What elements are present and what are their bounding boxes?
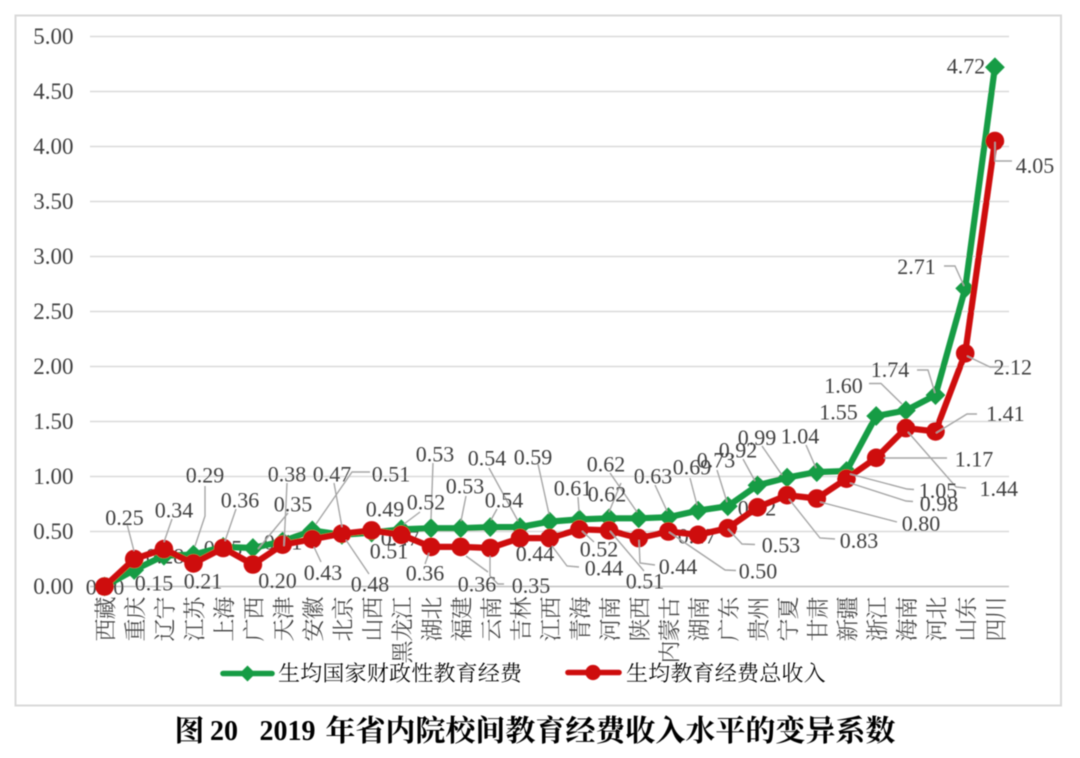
svg-text:0.52: 0.52 bbox=[580, 536, 619, 561]
svg-text:0.54: 0.54 bbox=[468, 445, 507, 470]
svg-text:2.50: 2.50 bbox=[33, 299, 73, 324]
svg-text:0.36: 0.36 bbox=[221, 487, 260, 512]
svg-text:3.50: 3.50 bbox=[33, 189, 73, 214]
svg-text:0.62: 0.62 bbox=[588, 481, 627, 506]
svg-text:2.71: 2.71 bbox=[897, 254, 936, 279]
svg-text:1.50: 1.50 bbox=[33, 409, 73, 434]
svg-text:0.51: 0.51 bbox=[626, 568, 665, 593]
svg-text:1.60: 1.60 bbox=[824, 373, 863, 398]
svg-text:2019: 2019 bbox=[260, 716, 316, 747]
svg-text:1.55: 1.55 bbox=[819, 399, 858, 424]
svg-text:0.50: 0.50 bbox=[33, 519, 73, 544]
svg-text:0.21: 0.21 bbox=[184, 568, 223, 593]
svg-text:20: 20 bbox=[210, 716, 238, 747]
svg-text:0.36: 0.36 bbox=[458, 571, 497, 596]
svg-text:0.35: 0.35 bbox=[274, 491, 313, 516]
svg-text:0.43: 0.43 bbox=[304, 560, 343, 585]
svg-text:0.51: 0.51 bbox=[372, 461, 411, 486]
svg-text:1.00: 1.00 bbox=[33, 464, 73, 489]
svg-text:0.50: 0.50 bbox=[739, 558, 778, 583]
svg-text:0.38: 0.38 bbox=[268, 461, 307, 486]
svg-text:0.00: 0.00 bbox=[33, 574, 73, 599]
svg-text:5.00: 5.00 bbox=[33, 24, 73, 49]
svg-text:0.59: 0.59 bbox=[514, 444, 553, 469]
svg-text:0.98: 0.98 bbox=[920, 491, 959, 516]
svg-text:0.69: 0.69 bbox=[673, 454, 712, 479]
svg-text:0.61: 0.61 bbox=[554, 475, 593, 500]
svg-text:0.73: 0.73 bbox=[697, 447, 736, 472]
svg-text:0.48: 0.48 bbox=[351, 571, 390, 596]
svg-text:1.05: 1.05 bbox=[919, 478, 958, 503]
svg-text:0.15: 0.15 bbox=[135, 570, 174, 595]
svg-text:1.41: 1.41 bbox=[986, 401, 1025, 426]
svg-text:0.51: 0.51 bbox=[370, 538, 409, 563]
svg-text:0.20: 0.20 bbox=[258, 568, 297, 593]
svg-text:3.00: 3.00 bbox=[33, 244, 73, 269]
svg-text:4.00: 4.00 bbox=[33, 134, 73, 159]
svg-text:0.34: 0.34 bbox=[155, 497, 194, 522]
svg-text:0.49: 0.49 bbox=[366, 496, 405, 521]
svg-text:1.04: 1.04 bbox=[781, 423, 820, 448]
svg-text:0.92: 0.92 bbox=[719, 437, 758, 462]
svg-text:0.53: 0.53 bbox=[446, 473, 485, 498]
svg-text:0.83: 0.83 bbox=[840, 528, 879, 553]
svg-text:0.47: 0.47 bbox=[313, 461, 352, 486]
svg-text:4.05: 4.05 bbox=[1016, 153, 1055, 178]
svg-text:0.25: 0.25 bbox=[105, 505, 144, 530]
svg-text:0.63: 0.63 bbox=[634, 463, 673, 488]
svg-text:0.99: 0.99 bbox=[738, 425, 777, 450]
svg-text:0.36: 0.36 bbox=[406, 560, 445, 585]
svg-text:0.35: 0.35 bbox=[512, 573, 551, 598]
svg-text:0.29: 0.29 bbox=[186, 462, 225, 487]
svg-text:1.17: 1.17 bbox=[955, 446, 994, 471]
svg-text:0.44: 0.44 bbox=[516, 541, 555, 566]
svg-text:0.53: 0.53 bbox=[762, 532, 801, 557]
svg-text:0.44: 0.44 bbox=[585, 555, 624, 580]
svg-text:0.53: 0.53 bbox=[416, 441, 455, 466]
svg-text:1.74: 1.74 bbox=[871, 357, 910, 382]
svg-text:0.54: 0.54 bbox=[485, 487, 524, 512]
svg-text:2.12: 2.12 bbox=[994, 355, 1033, 380]
svg-text:4.72: 4.72 bbox=[947, 54, 986, 79]
svg-text:2.00: 2.00 bbox=[33, 354, 73, 379]
svg-text:1.44: 1.44 bbox=[979, 476, 1018, 501]
svg-text:0.80: 0.80 bbox=[902, 511, 941, 536]
svg-text:4.50: 4.50 bbox=[33, 79, 73, 104]
svg-text:0.52: 0.52 bbox=[407, 489, 446, 514]
svg-text:0.44: 0.44 bbox=[659, 554, 698, 579]
svg-text:0.62: 0.62 bbox=[587, 451, 626, 476]
